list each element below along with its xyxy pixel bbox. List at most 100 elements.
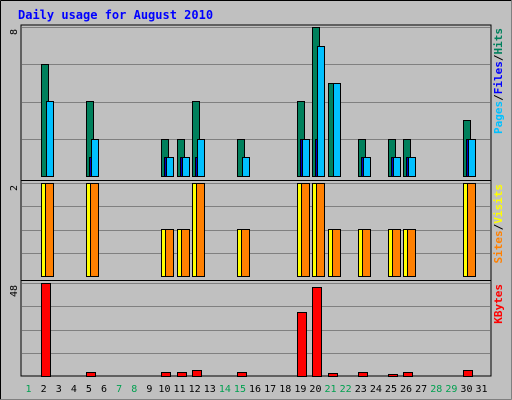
legend-entry: Hits [492, 28, 505, 55]
day-label: 20 [309, 384, 321, 395]
kbytes-bar [358, 372, 368, 377]
sites-bar [332, 229, 341, 277]
files-bar [166, 157, 174, 177]
files-bar [408, 157, 416, 177]
sites-bar [241, 229, 250, 277]
files-bar [302, 139, 310, 177]
files-bar [182, 157, 190, 177]
files-bar [46, 101, 54, 177]
pages-bar [315, 139, 318, 177]
sites-bar [467, 183, 476, 277]
sites-bar [196, 183, 205, 277]
day-label: 26 [400, 384, 412, 395]
day-label: 2 [41, 384, 47, 395]
pages-bar [89, 157, 92, 177]
legend-entry: Files [492, 61, 505, 94]
kbytes-bar [312, 287, 322, 377]
day-label: 27 [415, 384, 427, 395]
day-axis: 1 2 3 4 5 6 7 8 9 10 11 12 13 14 15 16 17 18 19 20 21 22 23 24 2… [26, 384, 488, 395]
pages-bar [180, 157, 183, 177]
day-label: 24 [370, 384, 382, 395]
y-max-label: 8 [9, 29, 20, 35]
day-label: 21 [325, 384, 337, 395]
sites-bar [181, 229, 190, 277]
kbytes-bar [403, 372, 413, 377]
day-label: 30 [460, 384, 472, 395]
sites-bar [165, 229, 174, 277]
files-bar [242, 157, 250, 177]
y-max-label: 48 [9, 285, 20, 297]
sites-bar [407, 229, 416, 277]
y-max-label: 2 [9, 185, 20, 191]
legend-entry: / [492, 223, 505, 230]
sites-bar [392, 229, 401, 277]
pages-bar [300, 139, 303, 177]
kbytes-bar [463, 370, 473, 377]
day-label: 16 [249, 384, 261, 395]
files-bar [197, 139, 205, 177]
files-bar [333, 83, 341, 177]
day-label: 14 [219, 384, 231, 395]
day-label: 28 [430, 384, 442, 395]
legend-entry: KBytes [492, 284, 505, 324]
day-label: 25 [385, 384, 397, 395]
panel-legend: Pages/Files/Hits [492, 28, 505, 134]
day-label: 17 [264, 384, 276, 395]
day-label: 7 [116, 384, 122, 395]
pages-bar [361, 157, 364, 177]
sites-bar [301, 183, 310, 277]
day-label: 23 [355, 384, 367, 395]
kbytes-bar [177, 372, 187, 377]
sites-bar [316, 183, 325, 277]
day-label: 5 [86, 384, 92, 395]
files-bar [91, 139, 99, 177]
sites-bar [362, 229, 371, 277]
pages-bar [466, 139, 469, 177]
kbytes-bar [297, 312, 307, 377]
panel-legend: Sites/Visits [492, 184, 505, 264]
files-bar [468, 139, 476, 177]
legend-entry: / [492, 54, 505, 61]
day-label: 15 [234, 384, 246, 395]
pages-bar [406, 157, 409, 177]
day-label: 12 [189, 384, 201, 395]
pages-bar [195, 157, 198, 177]
plot-area [20, 24, 492, 377]
chart-title: Daily usage for August 2010 [18, 8, 213, 22]
files-bar [393, 157, 401, 177]
files-bar [317, 46, 325, 177]
day-label: 1 [26, 384, 32, 395]
day-label: 19 [294, 384, 306, 395]
day-label: 11 [174, 384, 186, 395]
day-label: 29 [445, 384, 457, 395]
kbytes-bar [388, 374, 398, 377]
panel-legend: KBytes [492, 284, 505, 324]
legend-entry: / [492, 94, 505, 101]
legend-entry: Pages [492, 101, 505, 134]
day-label: 18 [279, 384, 291, 395]
day-label: 6 [101, 384, 107, 395]
kbytes-bar [328, 373, 338, 377]
day-label: 8 [131, 384, 137, 395]
day-label: 10 [158, 384, 170, 395]
day-label: 9 [146, 384, 152, 395]
kbytes-bar [161, 372, 171, 377]
day-label: 4 [71, 384, 77, 395]
legend-entry: Visits [492, 184, 505, 224]
kbytes-bar [86, 372, 96, 377]
sites-bar [45, 183, 54, 277]
day-label: 22 [340, 384, 352, 395]
pages-bar [164, 157, 167, 177]
pages-bar [391, 157, 394, 177]
day-label: 31 [476, 384, 488, 395]
kbytes-bar [237, 372, 247, 377]
kbytes-bar [192, 370, 202, 377]
day-label: 3 [56, 384, 62, 395]
sites-bar [90, 183, 99, 277]
legend-entry: Sites [492, 230, 505, 263]
kbytes-bar [41, 283, 51, 377]
day-label: 13 [204, 384, 216, 395]
